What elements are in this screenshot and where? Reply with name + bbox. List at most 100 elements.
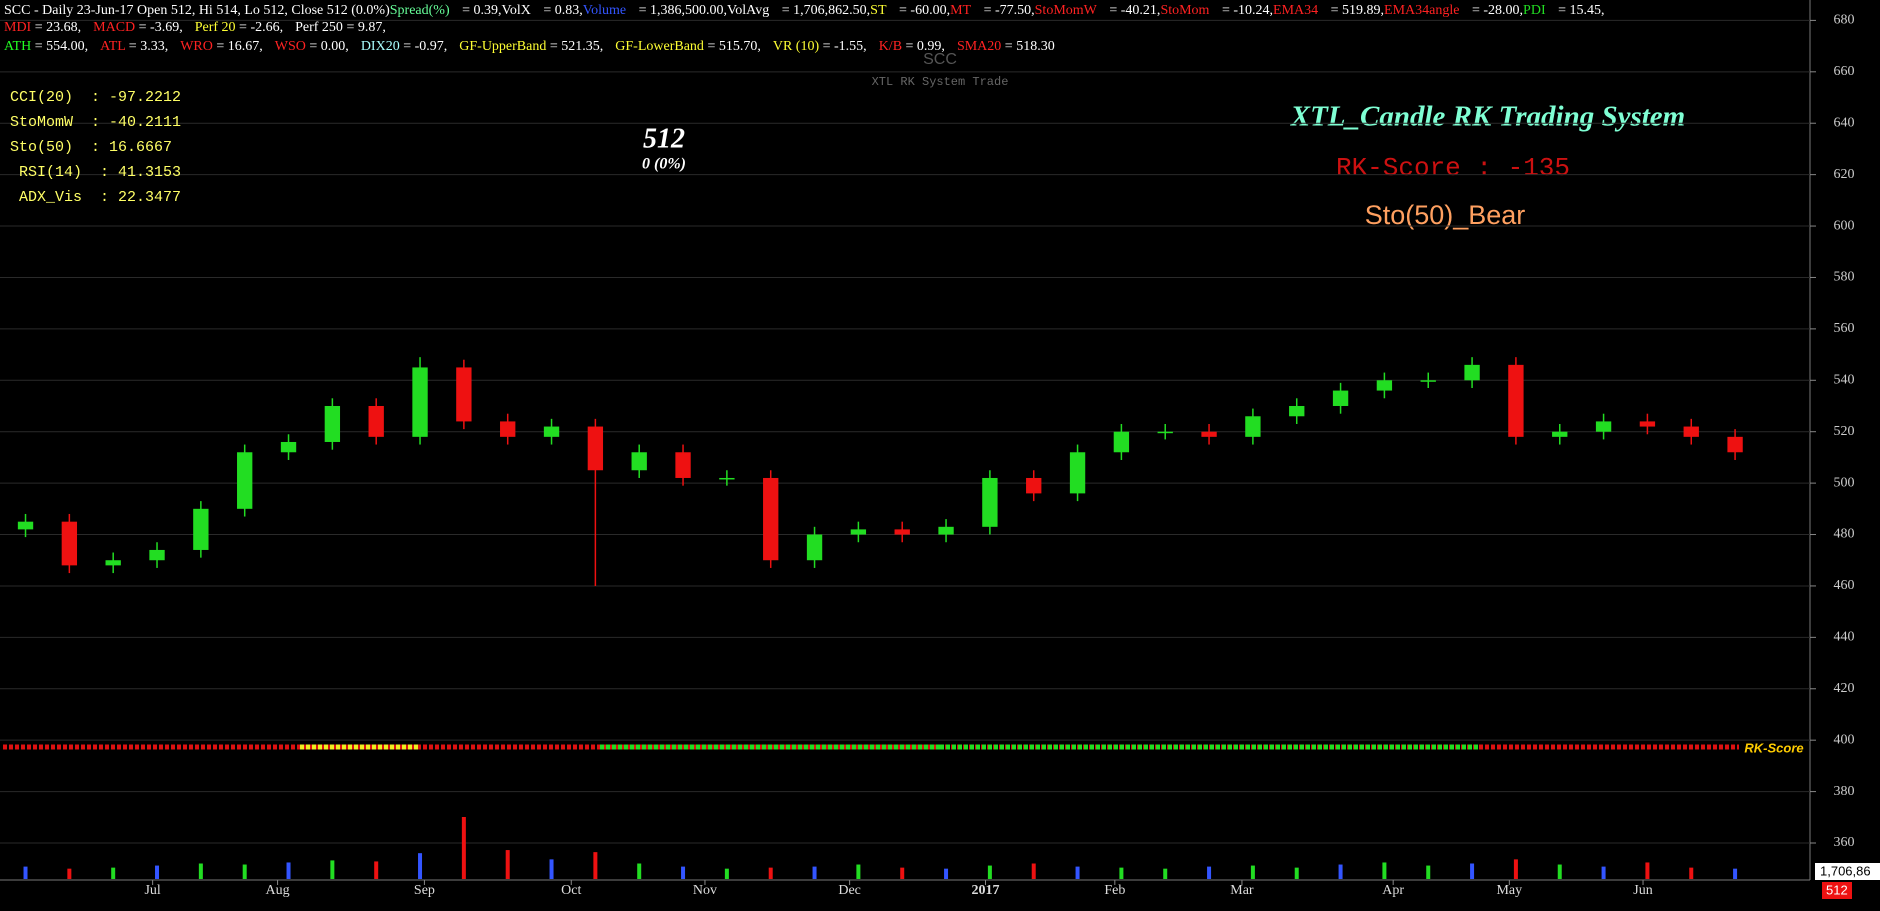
- indicator-line: StoMomW : -40.2111: [10, 114, 182, 131]
- header-item: K/B: [878, 39, 903, 54]
- volume-bar: [1513, 859, 1518, 879]
- y-tick-label: 500: [1834, 475, 1855, 490]
- candle-body: [1683, 426, 1699, 437]
- volume-bar: [1645, 862, 1650, 879]
- volume-bar: [1075, 866, 1080, 879]
- header-item: GF-UpperBand: [459, 39, 547, 54]
- header-item: Volume: [582, 3, 627, 18]
- header-item: ATL: [100, 39, 126, 54]
- y-tick-label: 420: [1834, 681, 1855, 696]
- volume-bar: [681, 866, 686, 879]
- header-item: StoMomW: [1034, 3, 1097, 18]
- header-item: = 1,386,500.00,: [635, 3, 727, 18]
- header-item: = 15.45,: [1554, 3, 1605, 18]
- volume-bar: [987, 865, 992, 879]
- volume-bar: [242, 864, 247, 879]
- volume-bar: [1207, 866, 1212, 879]
- header-item: = -3.69,: [135, 20, 183, 35]
- indicator-line: Sto(50) : 16.6667: [10, 139, 173, 156]
- candle-body: [587, 426, 604, 471]
- y-tick-label: 600: [1834, 218, 1855, 233]
- candle-body: [675, 452, 691, 478]
- candle-body: [719, 477, 735, 480]
- candle-body: [237, 452, 253, 509]
- x-tick-label: Jun: [1633, 883, 1652, 898]
- y-tick-label: 680: [1834, 13, 1855, 28]
- volume-bar: [155, 865, 160, 879]
- volume-bar: [286, 862, 291, 879]
- candle-body: [1552, 431, 1568, 437]
- candle-body: [1201, 431, 1217, 437]
- y-tick-label: 460: [1834, 578, 1855, 593]
- candle-body: [324, 405, 341, 442]
- y-tick-label: 380: [1834, 784, 1855, 799]
- header-item: GF-LowerBand: [615, 39, 704, 54]
- header-item: ST: [870, 3, 887, 18]
- candle-body: [1595, 421, 1612, 432]
- header-item: MDI: [4, 20, 32, 35]
- header-item: = -10.24,: [1218, 3, 1274, 18]
- y-tick-label: 560: [1834, 321, 1855, 336]
- candle-body: [850, 529, 867, 535]
- x-tick-label: Nov: [693, 883, 717, 898]
- volume-bar: [1163, 868, 1168, 879]
- volume-bar: [23, 866, 28, 879]
- volume-bar: [461, 817, 466, 879]
- candle-body: [543, 426, 560, 437]
- volume-bar: [1733, 868, 1738, 879]
- header-item: Spread(%): [389, 3, 450, 18]
- candle-body: [1113, 431, 1130, 453]
- candle-body: [105, 560, 121, 566]
- candle-body: [1376, 380, 1393, 391]
- header-item: = 0.39,: [458, 3, 502, 18]
- candle-body: [763, 477, 779, 561]
- volume-bar: [374, 861, 379, 879]
- y-tick-label: 580: [1834, 270, 1855, 285]
- volume-bar: [1382, 862, 1387, 879]
- volume-label: 1,706,86: [1820, 863, 1871, 878]
- volume-bar: [67, 868, 72, 879]
- header-item: VR (10): [772, 39, 820, 54]
- header-item: = 16.67,: [212, 39, 263, 54]
- header-item: = 554.00,: [31, 39, 89, 54]
- price-label: 512: [1826, 882, 1848, 897]
- header-item: WSO: [274, 39, 306, 54]
- x-tick-label: Jul: [144, 883, 160, 898]
- volume-bar: [724, 868, 729, 879]
- rk-score: RK-Score : -135: [1336, 153, 1570, 183]
- candle-body: [1157, 431, 1173, 434]
- header-item: = 1,706,862.50,: [778, 3, 871, 18]
- volume-bar: [1119, 867, 1124, 879]
- x-tick-label: Apr: [1382, 883, 1404, 898]
- x-tick-label: Feb: [1104, 883, 1125, 898]
- header-item: = 521.35,: [546, 39, 604, 54]
- candle-body: [456, 367, 472, 422]
- header-item: = -60.00,: [895, 3, 951, 18]
- candle-body: [17, 521, 34, 530]
- y-tick-label: 400: [1834, 732, 1855, 747]
- x-tick-label: Sep: [414, 883, 435, 898]
- candle-body: [149, 549, 165, 561]
- y-tick-label: 520: [1834, 424, 1855, 439]
- volume-bar: [111, 867, 116, 879]
- indicator-line: RSI(14) : 41.3153: [10, 164, 182, 181]
- volume-bar: [1601, 866, 1606, 879]
- header-item: = 3.33,: [125, 39, 169, 54]
- volume-bar: [418, 853, 423, 879]
- x-tick-label: May: [1496, 883, 1522, 898]
- volume-bar: [944, 868, 949, 879]
- candle-body: [280, 441, 297, 453]
- indicator-line: ADX_Vis : 22.3477: [10, 189, 182, 206]
- y-tick-label: 620: [1834, 167, 1855, 182]
- header-item: SCC - Daily 23-Jun-17 Open 512, Hi 514, …: [4, 3, 390, 18]
- volume-bar: [1250, 865, 1255, 879]
- x-tick-label: Dec: [838, 883, 861, 898]
- header-item: ATH: [4, 39, 32, 54]
- header-item: = 9.87,: [342, 20, 386, 35]
- header-item: VolAvg: [726, 3, 770, 18]
- header-item: = 0.99,: [902, 39, 945, 54]
- header-item: WRO: [180, 39, 213, 54]
- candle-body: [193, 508, 209, 550]
- price-label-box: [1822, 882, 1852, 899]
